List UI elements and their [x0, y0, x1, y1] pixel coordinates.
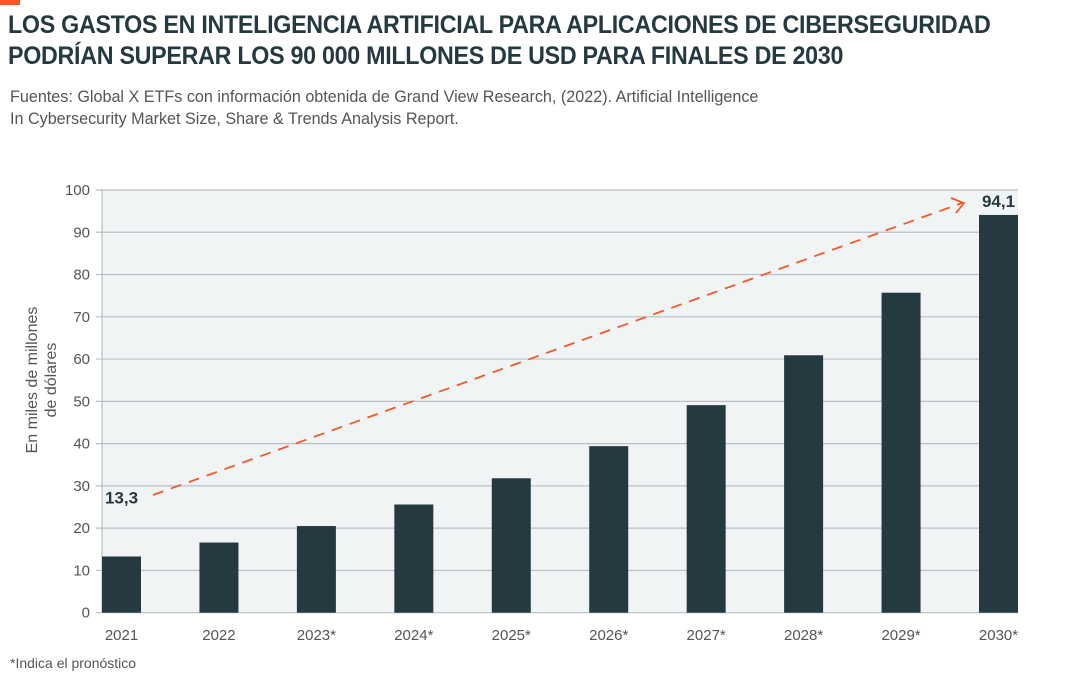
y-axis-label-line-1: En miles de millones	[24, 307, 41, 454]
y-tick-label: 40	[73, 436, 90, 453]
data-label: 13,3	[105, 488, 138, 507]
source-note: Fuentes: Global X ETFs con información o…	[10, 86, 960, 130]
y-tick-label: 60	[73, 351, 90, 368]
bar-2027	[686, 405, 726, 613]
y-tick-label: 80	[73, 267, 90, 284]
x-tick-label: 2027*	[687, 627, 726, 644]
y-tick-label: 90	[73, 224, 90, 241]
arrow-head-icon	[950, 197, 966, 214]
y-tick-label: 0	[82, 605, 90, 622]
chart-title: LOS GASTOS EN INTELIGENCIA ARTIFICIAL PA…	[8, 10, 1078, 72]
bar-2021	[102, 556, 141, 613]
x-tick-label: 2030*	[979, 627, 1018, 644]
source-line-2: In Cybersecurity Market Size, Share & Tr…	[10, 109, 459, 128]
y-tick-label: 50	[73, 393, 90, 410]
x-tick-label: 2022	[202, 627, 235, 644]
x-tick-label: 2028*	[784, 627, 823, 644]
x-tick-label: 2026*	[589, 627, 628, 644]
bar-2022	[199, 542, 239, 613]
bar-2029	[881, 292, 921, 613]
bar-2026	[589, 446, 629, 613]
x-tick-label: 2029*	[881, 627, 920, 644]
bar-2028	[784, 355, 824, 613]
accent-bar	[0, 0, 20, 5]
data-label: 94,1	[982, 192, 1015, 211]
x-tick-label: 2024*	[394, 627, 433, 644]
x-tick-label: 2021	[105, 627, 138, 644]
y-axis-label-line-2: de dólares	[43, 343, 60, 418]
y-tick-label: 10	[73, 562, 90, 579]
x-tick-label: 2025*	[492, 627, 531, 644]
y-tick-label: 20	[73, 520, 90, 537]
y-tick-label: 70	[73, 309, 90, 326]
trend-arrow	[152, 202, 963, 496]
x-tick-label: 2023*	[297, 627, 336, 644]
title-line-2: PODRÍAN SUPERAR LOS 90 000 MILLONES DE U…	[8, 42, 844, 70]
title-line-1: LOS GASTOS EN INTELIGENCIA ARTIFICIAL PA…	[8, 11, 991, 39]
bar-2024	[394, 504, 434, 613]
source-line-1: Fuentes: Global X ETFs con información o…	[10, 87, 759, 106]
bar-2023	[296, 526, 336, 613]
y-tick-label: 100	[65, 182, 90, 199]
footnote: *Indica el pronóstico	[10, 655, 137, 671]
y-tick-label: 30	[73, 478, 90, 495]
bar-2030	[979, 214, 1018, 613]
bar-2025	[491, 478, 531, 613]
